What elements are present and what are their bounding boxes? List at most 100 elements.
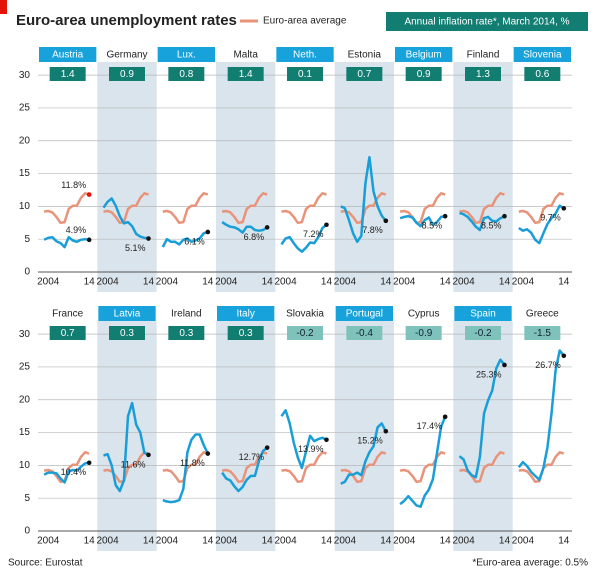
- x-tick-label: 2004: [452, 277, 475, 288]
- y-tick-label: 0: [24, 526, 30, 537]
- inflation-label: 0.7: [357, 69, 371, 80]
- x-tick-label: 14: [143, 536, 155, 547]
- end-dot: [442, 414, 448, 420]
- end-dot: [86, 237, 92, 243]
- inflation-label: 1.4: [239, 69, 253, 80]
- end-dot: [324, 437, 329, 443]
- panel-shade: [453, 62, 513, 292]
- end-dot: [205, 451, 211, 456]
- x-tick-label: 2004: [215, 536, 238, 547]
- average-line: [281, 451, 327, 484]
- panel-shade: [216, 62, 276, 292]
- panel-title: Lux.: [177, 50, 196, 61]
- chart-title: Euro-area unemployment rates: [16, 12, 237, 29]
- inflation-label: 0.9: [120, 69, 134, 80]
- end-label: 6.1%: [184, 236, 205, 246]
- country-line: [340, 155, 387, 244]
- x-tick-label: 14: [440, 536, 452, 547]
- panel-title: Neth.: [293, 50, 317, 61]
- average-line: [518, 192, 565, 225]
- y-tick-label: 10: [19, 460, 31, 471]
- end-label: 13.9%: [298, 444, 324, 454]
- corner-mark: [0, 0, 7, 14]
- inflation-label: -1.5: [534, 328, 552, 339]
- inflation-box: [168, 67, 205, 81]
- x-tick-label: 14: [262, 277, 274, 288]
- panel-title: Ireland: [171, 309, 202, 320]
- y-tick-label: 30: [19, 329, 31, 340]
- panel-header-bg: [39, 47, 97, 62]
- panel-title: Estonia: [348, 50, 382, 61]
- inflation-box: [109, 326, 145, 340]
- panel-title: Germany: [106, 50, 147, 61]
- panel-title: Belgium: [406, 50, 442, 61]
- country-line: [161, 230, 209, 248]
- inflation-box: [524, 67, 561, 81]
- end-label: 5.1%: [125, 243, 146, 253]
- y-tick-label: 0: [24, 267, 30, 278]
- panel-title: Spain: [470, 309, 496, 320]
- panel-shade: [97, 62, 157, 292]
- inflation-box: [227, 326, 264, 340]
- x-tick-label: 2004: [512, 536, 535, 547]
- y-tick-label: 5: [24, 234, 30, 245]
- panel-title: Slovakia: [286, 309, 324, 320]
- inflation-box: [405, 326, 442, 340]
- x-tick-label: 2004: [334, 277, 357, 288]
- end-label: 7.8%: [362, 225, 383, 235]
- panel-shade: [334, 321, 394, 551]
- end-dot: [205, 229, 211, 235]
- inflation-label: 0.9: [417, 69, 431, 80]
- end-dot: [264, 225, 270, 230]
- inflation-box: [465, 326, 501, 340]
- end-dot: [561, 206, 567, 211]
- inflation-legend-box: [386, 12, 588, 31]
- end-label: 26.7%: [535, 360, 561, 370]
- end-dot: [86, 460, 92, 466]
- country-line: [399, 416, 447, 508]
- x-tick-label: 2004: [37, 536, 60, 547]
- end-dot: [383, 428, 389, 434]
- y-tick-label: 30: [19, 70, 31, 81]
- x-tick-label: 14: [143, 277, 155, 288]
- panel-shade: [216, 321, 276, 551]
- end-dot: [502, 213, 507, 219]
- country-line: [162, 433, 209, 504]
- country-line: [221, 221, 268, 234]
- panel-header-bg: [454, 306, 512, 321]
- x-tick-label: 14: [202, 536, 214, 547]
- x-tick-label: 2004: [96, 536, 119, 547]
- inflation-box: [109, 67, 145, 81]
- panel-shade: [334, 62, 394, 292]
- country-line: [221, 446, 268, 493]
- x-tick-label: 14: [440, 277, 452, 288]
- inflation-label: 0.7: [61, 328, 75, 339]
- y-tick-label: 15: [19, 427, 31, 438]
- y-tick-label: 5: [24, 493, 30, 504]
- country-line: [102, 197, 149, 240]
- x-tick-label: 14: [380, 536, 392, 547]
- end-label: 11.8%: [180, 458, 205, 468]
- end-label: 11.6%: [121, 459, 146, 469]
- inflation-label: 1.3: [476, 69, 490, 80]
- average-line: [459, 192, 505, 225]
- end-dot: [442, 213, 448, 219]
- x-tick-label: 2004: [393, 277, 416, 288]
- y-tick-label: 25: [19, 103, 31, 114]
- legend-label: Euro-area average: [263, 16, 347, 27]
- panel-title: France: [52, 309, 84, 320]
- y-tick-label: 10: [19, 201, 31, 212]
- country-line: [399, 214, 446, 228]
- inflation-label: 0.1: [298, 69, 312, 80]
- x-tick-label: 14: [558, 536, 570, 547]
- footnote: *Euro-area average: 0.5%: [472, 558, 588, 569]
- end-label: 4.9%: [66, 225, 87, 235]
- end-label: 17.4%: [417, 421, 443, 431]
- inflation-box: [287, 67, 323, 81]
- inflation-box: [168, 326, 205, 340]
- inflation-box: [524, 326, 561, 340]
- panel-title: Cyprus: [408, 309, 440, 320]
- y-tick-label: 20: [19, 394, 31, 405]
- average-line: [103, 451, 149, 484]
